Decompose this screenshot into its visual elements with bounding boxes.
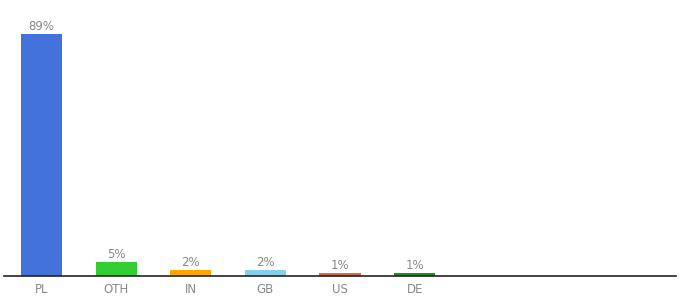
- Bar: [245, 271, 286, 276]
- Text: 2%: 2%: [182, 256, 200, 269]
- Text: 5%: 5%: [107, 248, 125, 261]
- Text: 89%: 89%: [29, 20, 54, 33]
- Bar: [21, 34, 62, 276]
- Text: 1%: 1%: [405, 259, 424, 272]
- Bar: [96, 262, 137, 276]
- Text: 2%: 2%: [256, 256, 275, 269]
- Bar: [320, 273, 360, 276]
- Bar: [394, 273, 435, 276]
- Bar: [170, 271, 211, 276]
- Text: 1%: 1%: [330, 259, 350, 272]
